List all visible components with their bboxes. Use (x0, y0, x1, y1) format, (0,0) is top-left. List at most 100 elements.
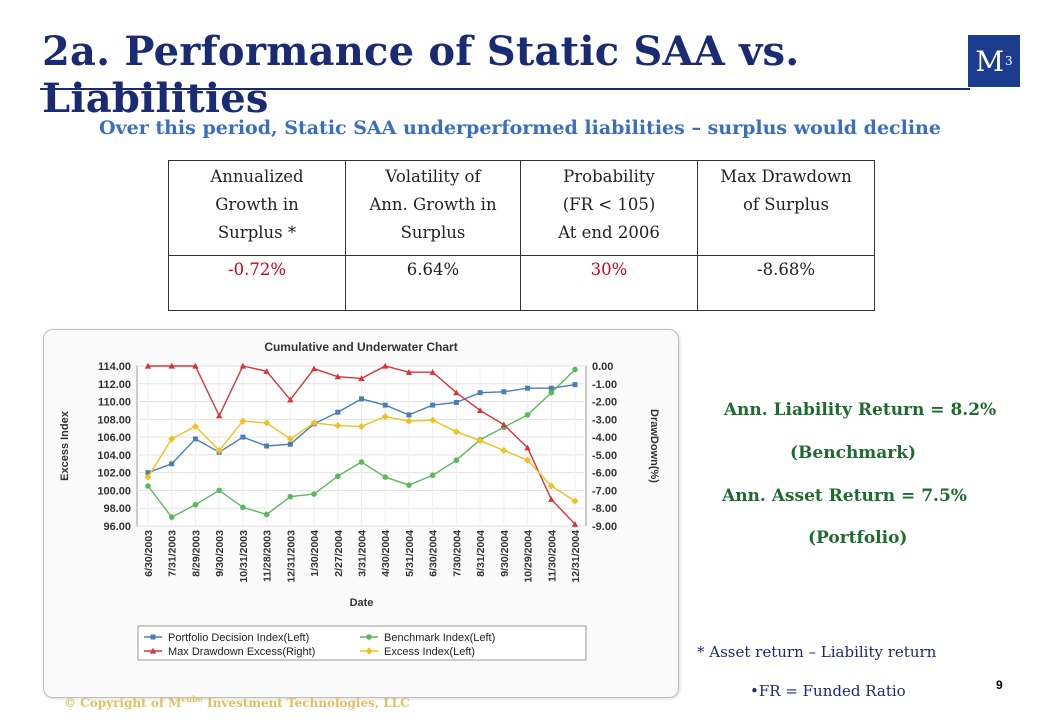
data-point (501, 389, 507, 395)
data-point (525, 385, 531, 391)
header-line: Probability (563, 167, 655, 186)
x-tick-label: 8/29/2003 (190, 530, 202, 577)
value-annualized-growth: -0.72% (168, 255, 346, 311)
legend-label: Max Drawdown Excess(Right) (168, 646, 315, 658)
data-point (286, 435, 294, 443)
copyright-suffix: Investment Technologies, LLC (202, 696, 410, 710)
value-max-drawdown: -8.68% (697, 255, 875, 311)
header-line: of Surplus (742, 195, 830, 214)
legend-swatch-marker (150, 634, 156, 640)
data-point (168, 514, 175, 520)
data-point (145, 483, 151, 489)
data-point (168, 435, 176, 443)
data-point (359, 396, 364, 402)
data-point (524, 456, 532, 464)
header-line: (FR < 105) (562, 195, 656, 214)
x-tick-label: 12/31/2003 (285, 530, 297, 583)
data-point (335, 409, 341, 415)
data-point (382, 362, 389, 369)
data-point (524, 412, 531, 418)
data-point (334, 373, 341, 380)
data-point (263, 368, 270, 374)
y2-tick-label: -8.00 (592, 503, 617, 515)
data-point (144, 362, 152, 369)
data-point (169, 461, 175, 467)
x-tick-label: 1/30/2004 (309, 530, 321, 577)
y2-tick-label: -4.00 (592, 432, 617, 444)
x-tick-label: 2/27/2004 (333, 530, 345, 577)
y-tick-label: 100.00 (97, 485, 131, 497)
portfolio-label: (Portfolio) (808, 528, 908, 548)
asset-return-text: Ann. Asset Return = 7.5% (722, 486, 967, 506)
page-number: 9 (996, 678, 1003, 692)
data-point (263, 511, 270, 518)
x-tick-label: 12/31/2004 (570, 530, 582, 583)
data-point (358, 459, 365, 465)
data-point (239, 417, 247, 425)
x-tick-label: 4/30/2004 (380, 530, 392, 577)
y2-tick-label: -2.00 (592, 397, 617, 409)
header-probability: Probability (FR < 105) At end 2006 (520, 160, 698, 256)
header-line: Growth in (215, 195, 299, 214)
data-point (382, 474, 389, 480)
data-point (263, 419, 271, 427)
data-point (500, 421, 508, 428)
logo-superscript: 3 (1005, 54, 1013, 68)
x-tick-label: 11/28/2003 (262, 530, 274, 582)
data-point (334, 422, 342, 430)
y2-axis-label: DrawDown(%) (648, 409, 660, 483)
data-point (310, 365, 318, 372)
legend-swatch-marker (149, 647, 157, 654)
data-point (406, 482, 412, 488)
x-tick-label: 11/30/2004 (546, 530, 558, 582)
y2-tick-label: 0.00 (592, 361, 613, 373)
data-point (191, 422, 199, 430)
data-point (452, 428, 460, 436)
y-tick-label: 112.00 (98, 379, 131, 391)
chart-frame: Cumulative and Underwater Chart 114.00 112… (43, 329, 679, 698)
x-tick-label: 7/30/2004 (451, 530, 463, 577)
data-point (192, 436, 198, 442)
y-tick-label: 104.00 (97, 450, 131, 462)
data-point (548, 496, 555, 502)
data-point (405, 417, 413, 425)
copyright-prefix: © Copyright of M (64, 696, 182, 710)
legend-swatch-marker (366, 634, 372, 640)
legend-box (137, 625, 587, 661)
data-point (453, 389, 460, 396)
header-line: Max Drawdown (720, 167, 852, 186)
copyright-notice: © Copyright of Mcube Investment Technolo… (64, 694, 410, 710)
chart-title: Cumulative and Underwater Chart (264, 340, 457, 354)
data-point (215, 412, 223, 419)
data-point (264, 443, 270, 449)
data-point (287, 441, 293, 447)
data-point (429, 472, 436, 479)
data-point (500, 446, 508, 454)
data-point (572, 382, 578, 388)
data-point (524, 444, 531, 451)
x-tick-label: 6/30/2003 (143, 530, 155, 577)
header-max-drawdown: Max Drawdown of Surplus (697, 160, 875, 256)
footnote-funded-ratio: •FR = Funded Ratio (750, 682, 906, 700)
data-point (145, 470, 151, 476)
legend-swatch-marker (365, 647, 373, 655)
value-volatility: 6.64% (345, 255, 521, 311)
header-line: At end 2006 (558, 223, 660, 242)
y-tick-label: 106.00 (97, 432, 131, 444)
surplus-stats-table: Annualized Growth in Surplus * Volatilit… (168, 160, 875, 311)
x-tick-label: 9/30/2004 (499, 530, 511, 577)
data-point (430, 402, 436, 408)
data-point (216, 487, 222, 494)
data-point (548, 385, 554, 391)
header-line: Volatility of (385, 167, 481, 186)
x-tick-label: 10/31/2003 (238, 530, 250, 583)
slide-title: 2a. Performance of Static SAA vs. Liabil… (42, 28, 800, 122)
data-point (240, 504, 246, 511)
data-point (429, 369, 436, 375)
data-point (310, 419, 318, 427)
data-point (358, 375, 365, 382)
x-tick-label: 8/31/2004 (475, 530, 487, 577)
data-point (381, 413, 389, 421)
y-tick-label: 114.00 (98, 361, 131, 373)
